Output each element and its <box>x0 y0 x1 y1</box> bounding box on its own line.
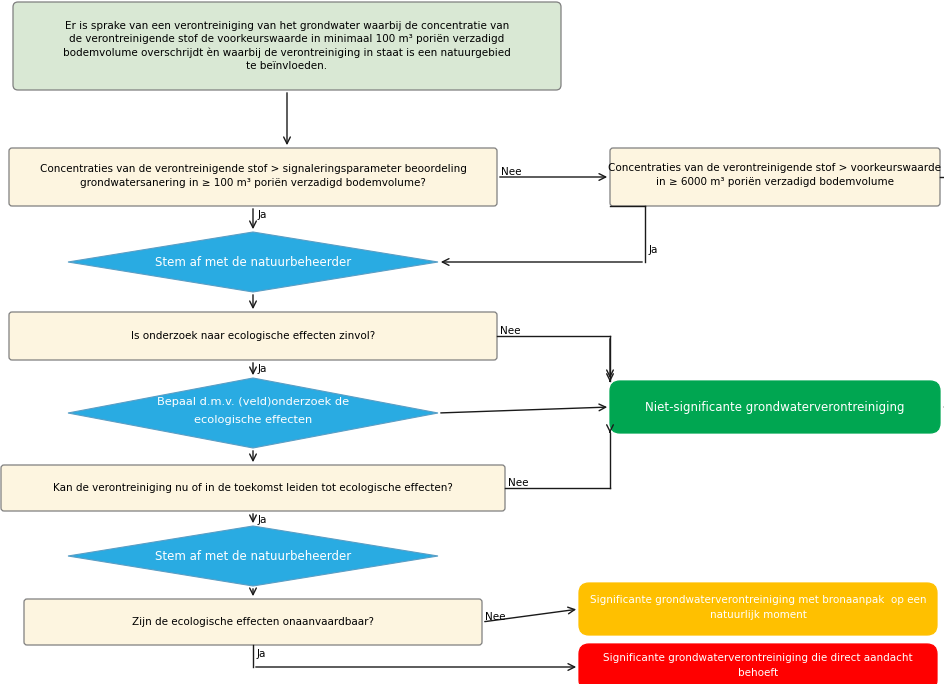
Text: Niet-significante grondwaterverontreiniging: Niet-significante grondwaterverontreinig… <box>645 401 903 414</box>
Text: Concentraties van de verontreinigende stof > signaleringsparameter beoordeling: Concentraties van de verontreinigende st… <box>40 164 466 174</box>
Text: Nee: Nee <box>942 167 944 177</box>
Text: Stem af met de natuurbeheerder: Stem af met de natuurbeheerder <box>155 549 351 562</box>
Text: natuurlijk moment: natuurlijk moment <box>709 610 805 620</box>
Text: Nee: Nee <box>500 167 521 177</box>
FancyBboxPatch shape <box>24 599 481 645</box>
Text: bodemvolume overschrijdt èn waarbij de verontreiniging in staat is een natuurgeb: bodemvolume overschrijdt èn waarbij de v… <box>63 47 511 58</box>
Polygon shape <box>68 232 437 292</box>
Text: Is onderzoek naar ecologische effecten zinvol?: Is onderzoek naar ecologische effecten z… <box>130 331 375 341</box>
Polygon shape <box>68 378 437 448</box>
Text: Zijn de ecologische effecten onaanvaardbaar?: Zijn de ecologische effecten onaanvaardb… <box>132 617 374 627</box>
FancyBboxPatch shape <box>1 465 504 511</box>
FancyBboxPatch shape <box>610 381 939 433</box>
Text: Kan de verontreiniging nu of in de toekomst leiden tot ecologische effecten?: Kan de verontreiniging nu of in de toeko… <box>53 483 452 493</box>
Text: Nee: Nee <box>508 478 528 488</box>
Text: te beïnvloeden.: te beïnvloeden. <box>246 62 328 71</box>
Text: Ja: Ja <box>257 649 266 659</box>
Text: Ja: Ja <box>258 515 267 525</box>
FancyBboxPatch shape <box>9 148 497 206</box>
Text: behoeft: behoeft <box>737 668 777 678</box>
FancyBboxPatch shape <box>610 148 939 206</box>
FancyBboxPatch shape <box>9 312 497 360</box>
Text: Nee: Nee <box>484 612 505 622</box>
Text: Significante grondwaterverontreiniging met bronaanpak  op een: Significante grondwaterverontreiniging m… <box>589 595 925 605</box>
FancyBboxPatch shape <box>579 583 936 635</box>
Text: Stem af met de natuurbeheerder: Stem af met de natuurbeheerder <box>155 256 351 269</box>
Text: Er is sprake van een verontreiniging van het grondwater waarbij de concentratie : Er is sprake van een verontreiniging van… <box>65 21 509 31</box>
Text: Ja: Ja <box>258 364 267 374</box>
FancyBboxPatch shape <box>579 644 936 684</box>
FancyBboxPatch shape <box>13 2 561 90</box>
Text: ecologische effecten: ecologische effecten <box>194 415 312 425</box>
Text: Concentraties van de verontreinigende stof > voorkeurswaarde: Concentraties van de verontreinigende st… <box>608 163 940 173</box>
Polygon shape <box>68 526 437 586</box>
Text: grondwatersanering in ≥ 100 m³ poriën verzadigd bodemvolume?: grondwatersanering in ≥ 100 m³ poriën ve… <box>80 178 426 188</box>
Text: Significante grondwaterverontreiniging die direct aandacht: Significante grondwaterverontreiniging d… <box>602 653 912 663</box>
Text: Nee: Nee <box>499 326 520 336</box>
Text: Ja: Ja <box>649 245 658 255</box>
Text: de verontreinigende stof de voorkeurswaarde in minimaal 100 m³ poriën verzadigd: de verontreinigende stof de voorkeurswaa… <box>69 34 504 44</box>
Text: in ≥ 6000 m³ poriën verzadigd bodemvolume: in ≥ 6000 m³ poriën verzadigd bodemvolum… <box>655 177 893 187</box>
Text: Ja: Ja <box>258 210 267 220</box>
Text: Bepaal d.m.v. (veld)onderzoek de: Bepaal d.m.v. (veld)onderzoek de <box>157 397 348 407</box>
